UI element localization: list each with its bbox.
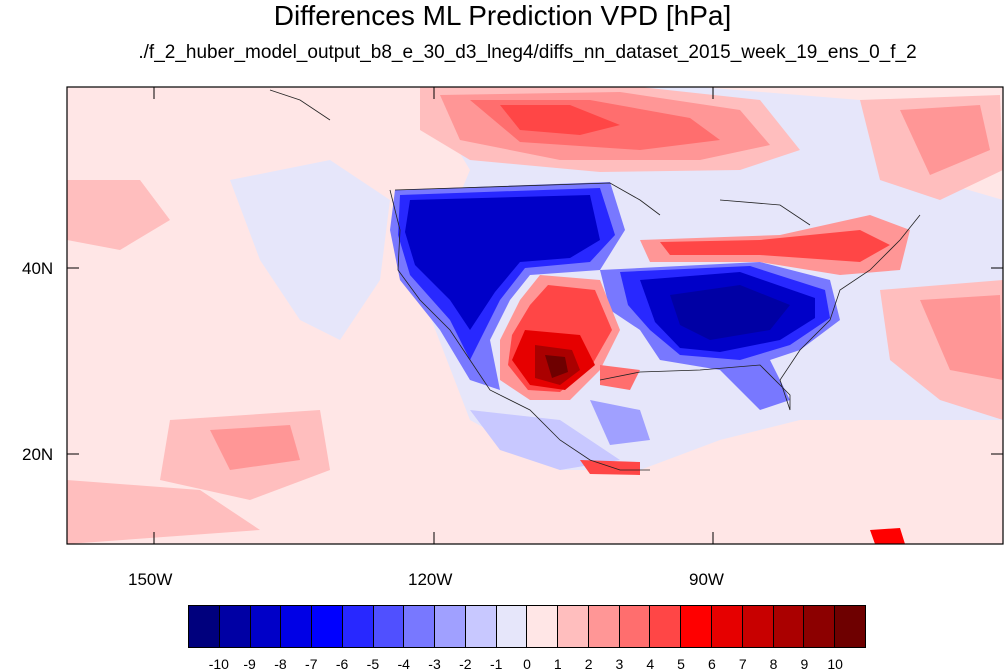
western-us-blue bbox=[390, 182, 625, 390]
colorbar-tick-label: 2 bbox=[584, 656, 593, 672]
colorbar-swatch bbox=[435, 606, 466, 647]
canada-red-band bbox=[420, 87, 1003, 200]
colorbar-tick-label: 4 bbox=[646, 656, 655, 672]
lat-label-20n: 20N bbox=[22, 445, 54, 464]
axis-ticks bbox=[67, 87, 1003, 544]
colorbar-tick-label: -2 bbox=[459, 656, 472, 672]
colorbar-swatch bbox=[558, 606, 589, 647]
colorbar bbox=[188, 605, 866, 648]
colorbar-swatch bbox=[773, 606, 805, 647]
colorbar-swatch bbox=[281, 606, 313, 647]
lon-label-90w: 90W bbox=[689, 570, 724, 589]
colorbar-swatch bbox=[496, 606, 528, 647]
colorbar-tick-label: 0 bbox=[523, 656, 531, 672]
coastlines bbox=[269, 89, 921, 471]
colorbar-tick-label: 9 bbox=[800, 656, 809, 672]
colorbar-tick-label: 10 bbox=[827, 656, 843, 672]
colorbar-swatch bbox=[619, 606, 651, 647]
colorbar-tick-label: -7 bbox=[305, 656, 318, 672]
colorbar-tick-label: 7 bbox=[738, 656, 747, 672]
lon-label-120w: 120W bbox=[408, 570, 453, 589]
colorbar-swatch bbox=[465, 606, 497, 647]
colorbar-tick-label: 8 bbox=[769, 656, 778, 672]
colorbar-tick-label: -4 bbox=[397, 656, 410, 672]
southwest-red-core bbox=[500, 275, 640, 400]
colorbar-swatch bbox=[189, 606, 220, 647]
lat-label-40n: 40N bbox=[22, 259, 54, 278]
colorbar-tick-label: -8 bbox=[274, 656, 287, 672]
colorbar-swatch bbox=[650, 606, 682, 647]
map-frame bbox=[66, 86, 1004, 545]
vpd-difference-field bbox=[67, 87, 1003, 544]
colorbar-swatch bbox=[588, 606, 620, 647]
colorbar-swatch bbox=[681, 606, 713, 647]
colorbar-tick-label: -10 bbox=[208, 656, 229, 672]
lon-label-150w: 150W bbox=[128, 570, 173, 589]
colorbar-swatch bbox=[742, 606, 774, 647]
colorbar-swatch bbox=[342, 606, 374, 647]
eastern-us-blue bbox=[600, 262, 840, 410]
colorbar-swatch bbox=[527, 606, 559, 647]
map-subtitle: ./f_2_huber_model_output_b8_e_30_d3_lneg… bbox=[138, 42, 917, 63]
colorbar-swatch bbox=[250, 606, 282, 647]
colorbar-tick-label: 3 bbox=[615, 656, 624, 672]
colorbar-tick-label: -1 bbox=[489, 656, 503, 672]
colorbar-swatch bbox=[373, 606, 405, 647]
colorbar-swatch bbox=[219, 606, 251, 647]
colorbar-swatch bbox=[804, 606, 836, 647]
colorbar-tick-label: -9 bbox=[243, 656, 256, 672]
map-title: Differences ML Prediction VPD [hPa] bbox=[273, 0, 732, 31]
colorbar-tick-label: -6 bbox=[335, 656, 349, 672]
colorbar-tick-label: 6 bbox=[708, 656, 716, 672]
colorbar-tick-label: 5 bbox=[677, 656, 685, 672]
colorbar-tick-label: 1 bbox=[553, 656, 562, 672]
colorbar-tick-label: -3 bbox=[428, 656, 441, 672]
colorbar-swatch bbox=[404, 606, 436, 647]
colorbar-swatch bbox=[712, 606, 743, 647]
colorbar-tick-label: -5 bbox=[366, 656, 380, 672]
colorbar-swatch bbox=[835, 606, 865, 647]
colorbar-swatch bbox=[312, 606, 343, 647]
